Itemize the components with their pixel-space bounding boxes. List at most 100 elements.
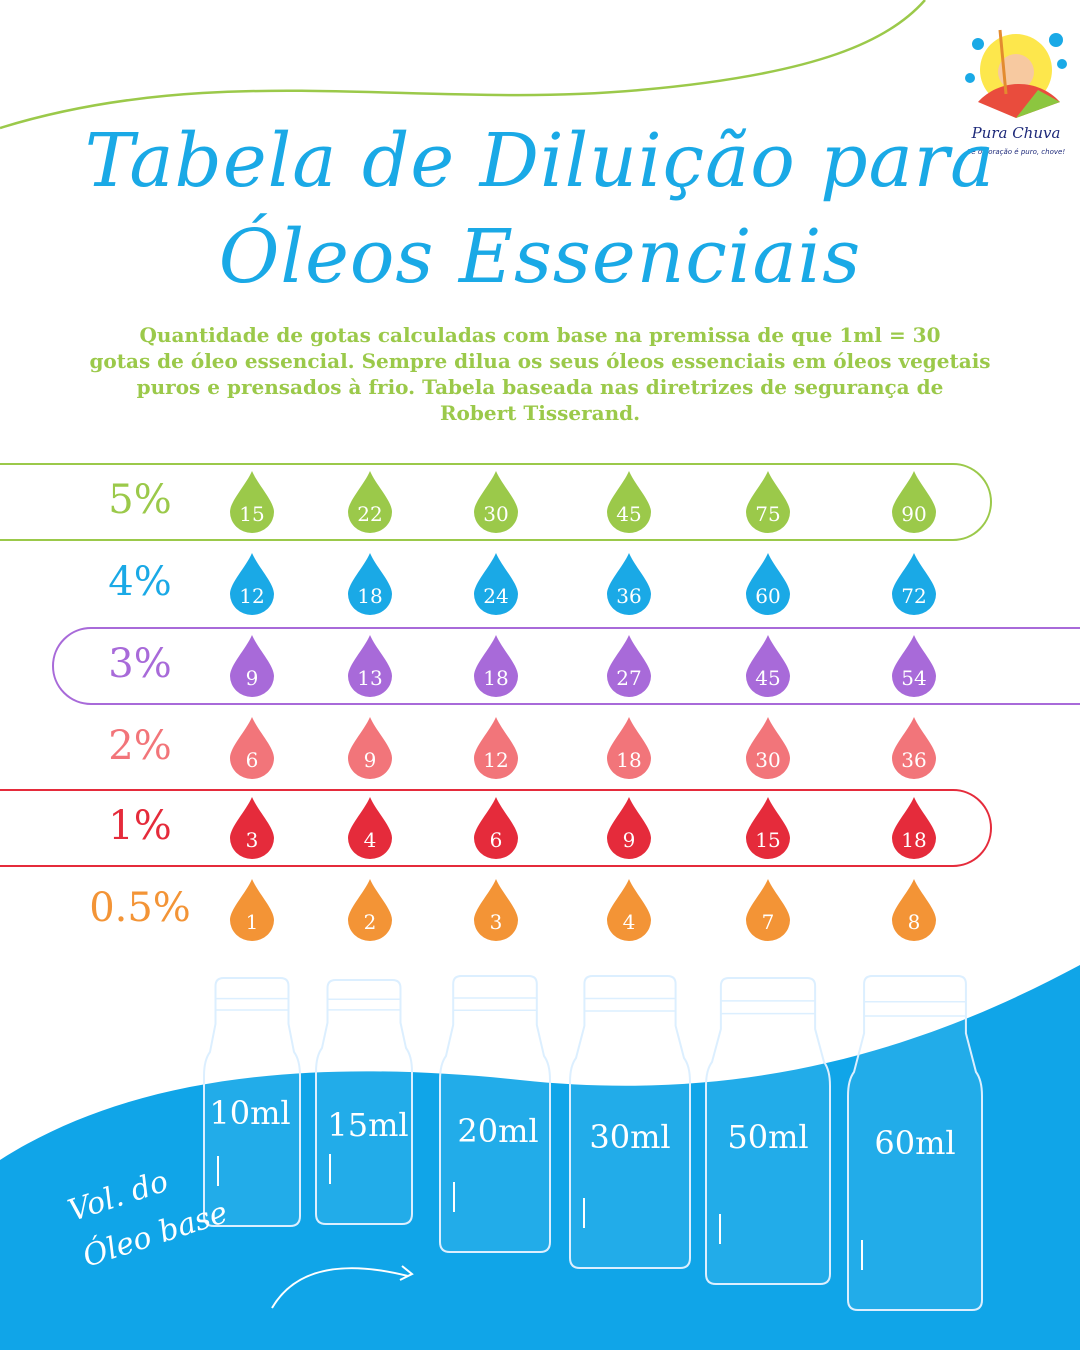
drop-count: 18 <box>483 666 509 690</box>
bottle-volume-label: 20ml <box>457 1112 539 1150</box>
dilution-row: 2% 6 9 12 18 30 36 <box>0 709 1080 791</box>
drop-icon: 22 <box>348 471 392 533</box>
drop-count: 6 <box>489 828 503 852</box>
bottle-volume-label: 10ml <box>209 1094 291 1132</box>
row-outline <box>52 627 1080 705</box>
drop-icon: 8 <box>892 879 936 941</box>
drop-count: 13 <box>357 666 383 690</box>
dilution-row: 1% 3 4 6 9 15 18 <box>0 789 1080 871</box>
bottle-icon <box>847 975 983 1311</box>
dilution-row: 3% 9 13 18 27 45 54 <box>0 627 1080 709</box>
drop-count: 54 <box>901 666 927 690</box>
dilution-row: 4% 12 18 24 36 60 72 <box>0 545 1080 627</box>
drop-count: 27 <box>616 666 642 690</box>
drop-count: 18 <box>616 748 642 772</box>
drop-icon: 54 <box>892 635 936 697</box>
drop-count: 75 <box>755 502 781 526</box>
drop-icon: 18 <box>474 635 518 697</box>
intro-text-line: gotas de óleo essencial. Sempre dilua os… <box>89 349 991 373</box>
drop-count: 15 <box>755 828 781 852</box>
drop-count: 2 <box>363 910 377 934</box>
intro-text-line: puros e prensados à frio. Tabela baseada… <box>136 375 944 399</box>
drop-count: 12 <box>483 748 509 772</box>
drop-icon: 9 <box>230 635 274 697</box>
drop-icon: 9 <box>348 717 392 779</box>
drop-count: 45 <box>616 502 642 526</box>
intro-text-line: Quantidade de gotas calculadas com base … <box>139 323 941 347</box>
drop-count: 45 <box>755 666 781 690</box>
drop-icon: 36 <box>892 717 936 779</box>
drop-count: 3 <box>245 828 259 852</box>
arrow-curve <box>271 1267 409 1309</box>
drop-count: 9 <box>622 828 636 852</box>
dilution-row: 0.5% 1 2 3 4 7 8 <box>0 871 1080 953</box>
row-outline <box>0 789 992 867</box>
drop-count: 1 <box>245 910 259 934</box>
drop-icon: 45 <box>746 635 790 697</box>
dilution-percentage: 1% <box>108 803 172 849</box>
bottle-icon <box>315 979 413 1225</box>
top-green-curve <box>0 0 926 130</box>
drop-count: 12 <box>239 584 265 608</box>
logo-name: Pura Chuva <box>971 124 1061 142</box>
drop-icon: 18 <box>607 717 651 779</box>
page-title-line-1: Tabela de Diluição para <box>84 118 996 204</box>
drop-icon: 72 <box>892 553 936 615</box>
drop-count: 7 <box>761 910 775 934</box>
drop-icon: 7 <box>746 879 790 941</box>
drop-icon: 12 <box>474 717 518 779</box>
drop-count: 9 <box>245 666 259 690</box>
drop-count: 4 <box>363 828 377 852</box>
drop-icon: 60 <box>746 553 790 615</box>
arrow-head-icon <box>399 1265 414 1281</box>
drop-count: 4 <box>622 910 636 934</box>
drop-icon: 3 <box>474 879 518 941</box>
dilution-percentage: 3% <box>108 641 172 687</box>
bottle-volume-label: 50ml <box>727 1118 809 1156</box>
bottle-volume-label: 30ml <box>589 1118 671 1156</box>
drop-count: 36 <box>616 584 642 608</box>
drop-count: 9 <box>363 748 377 772</box>
drop-icon: 6 <box>230 717 274 779</box>
drop-count: 36 <box>901 748 927 772</box>
dilution-row: 5% 15 22 30 45 75 90 <box>0 463 1080 545</box>
drop-icon: 36 <box>607 553 651 615</box>
drop-icon: 30 <box>474 471 518 533</box>
drop-icon: 13 <box>348 635 392 697</box>
dilution-percentage: 2% <box>108 723 172 769</box>
drop-icon: 2 <box>348 879 392 941</box>
drop-count: 22 <box>357 502 383 526</box>
row-outline <box>0 463 992 541</box>
drop-icon: 45 <box>607 471 651 533</box>
drop-count: 8 <box>907 910 921 934</box>
drop-count: 24 <box>483 584 509 608</box>
drop-icon: 75 <box>746 471 790 533</box>
bottle-icon <box>705 977 831 1285</box>
bottle-icon <box>569 975 691 1269</box>
drop-icon: 18 <box>892 797 936 859</box>
drop-count: 15 <box>239 502 265 526</box>
drop-count: 3 <box>489 910 503 934</box>
page-title-line-2: Óleos Essenciais <box>218 214 862 300</box>
drop-count: 60 <box>755 584 781 608</box>
drop-count: 30 <box>755 748 781 772</box>
dilution-percentage: 5% <box>108 477 172 523</box>
drop-icon: 90 <box>892 471 936 533</box>
drop-count: 30 <box>483 502 509 526</box>
drop-icon: 15 <box>230 471 274 533</box>
bottle-icon <box>439 975 551 1253</box>
bottle-icon <box>203 977 301 1227</box>
drop-icon: 4 <box>348 797 392 859</box>
drop-icon: 15 <box>746 797 790 859</box>
drop-icon: 6 <box>474 797 518 859</box>
drop-count: 90 <box>901 502 927 526</box>
drop-icon: 4 <box>607 879 651 941</box>
drop-count: 6 <box>245 748 259 772</box>
pura-chuva-logo <box>965 29 1067 118</box>
drop-icon: 9 <box>607 797 651 859</box>
drop-icon: 30 <box>746 717 790 779</box>
drop-icon: 18 <box>348 553 392 615</box>
bottom-blue-wave <box>0 965 1080 1350</box>
